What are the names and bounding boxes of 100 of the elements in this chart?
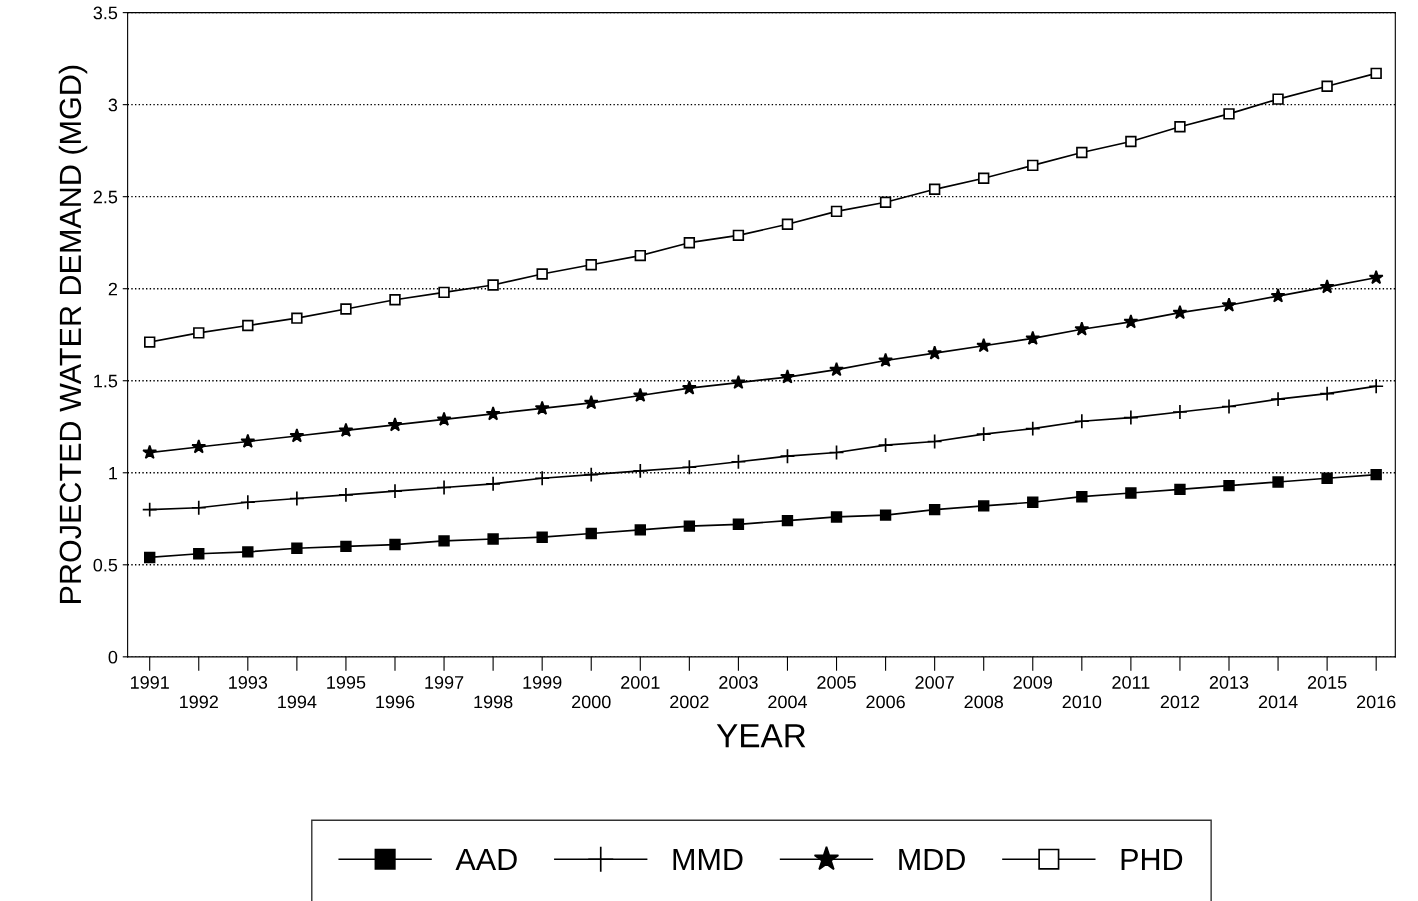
point — [730, 374, 746, 390]
point — [1272, 93, 1284, 105]
x-tick-label: 2015 — [1307, 676, 1347, 689]
point — [1270, 288, 1286, 303]
point — [144, 336, 156, 348]
point — [1172, 304, 1188, 320]
x-tick-label: 2007 — [915, 676, 954, 689]
point — [1125, 487, 1137, 499]
x-tick-label: 1994 — [278, 695, 317, 709]
point — [779, 448, 796, 464]
y-axis-title: PROJECTED WATER DEMAND (MGD) — [58, 65, 88, 603]
point — [732, 229, 745, 242]
point — [1174, 121, 1186, 133]
point — [1076, 146, 1088, 159]
point — [534, 400, 550, 415]
point — [1368, 269, 1384, 285]
point — [878, 352, 894, 367]
point — [485, 406, 501, 421]
point — [193, 548, 205, 560]
x-tick-label: 2004 — [768, 695, 808, 709]
point — [781, 218, 794, 230]
x-tick-label: 2009 — [1013, 676, 1052, 689]
x-tick-label: 2013 — [1209, 676, 1249, 689]
point — [830, 205, 843, 218]
y-tick-label: 1 — [109, 466, 118, 480]
point — [976, 337, 992, 353]
point — [1370, 67, 1382, 80]
point — [732, 518, 745, 531]
x-tick-label: 2005 — [817, 676, 856, 689]
point — [928, 183, 941, 196]
point — [387, 417, 403, 432]
point — [338, 422, 354, 437]
point — [1319, 385, 1335, 402]
point — [683, 236, 696, 249]
point — [877, 437, 894, 453]
x-tick-label: 2008 — [964, 695, 1003, 709]
point — [1123, 314, 1139, 329]
point — [634, 524, 646, 536]
point — [1172, 404, 1188, 420]
point — [485, 476, 501, 492]
point — [536, 268, 548, 280]
point — [240, 433, 256, 448]
point — [1270, 391, 1286, 407]
y-tick-label: 3.5 — [93, 6, 118, 20]
point — [730, 453, 747, 470]
y-tick-label: 2 — [108, 282, 117, 296]
point — [632, 387, 648, 402]
point — [1125, 135, 1137, 148]
x-tick-label: 1997 — [425, 676, 464, 689]
point — [389, 294, 401, 306]
x-tick-label: 2006 — [866, 695, 905, 709]
point — [1272, 476, 1284, 488]
point — [291, 312, 303, 324]
point — [632, 463, 649, 479]
legend-label: MDD — [899, 848, 965, 870]
point — [879, 196, 892, 208]
x-tick-label: 1993 — [229, 676, 268, 689]
point — [927, 345, 943, 360]
point — [1025, 330, 1041, 345]
x-tick-label: 2014 — [1258, 695, 1298, 709]
point — [828, 444, 845, 461]
point — [1368, 378, 1384, 395]
point — [829, 361, 844, 377]
point — [389, 538, 401, 551]
point — [683, 520, 696, 532]
point — [1076, 490, 1088, 503]
point — [289, 428, 305, 443]
point — [1321, 80, 1333, 92]
y-tick-label: 2.5 — [93, 190, 118, 204]
point — [144, 551, 156, 564]
x-tick-label: 2002 — [670, 695, 709, 709]
x-tick-label: 1995 — [327, 676, 366, 689]
x-tick-label: 2016 — [1357, 695, 1396, 709]
point — [1221, 297, 1237, 312]
point — [1370, 468, 1382, 481]
x-tick-label: 2010 — [1062, 695, 1102, 709]
y-tick-label: 0.5 — [93, 558, 118, 572]
point — [291, 542, 303, 554]
point — [583, 466, 600, 483]
x-tick-label: 1996 — [376, 695, 415, 709]
point — [487, 533, 499, 545]
point — [1321, 472, 1333, 484]
point — [438, 535, 450, 547]
x-tick-label: 1991 — [130, 676, 169, 689]
point — [634, 249, 646, 262]
point — [1221, 398, 1237, 415]
legend-label: PHD — [1121, 848, 1183, 870]
x-axis-title: YEAR — [716, 724, 806, 748]
y-tick-label: 1.5 — [94, 374, 118, 388]
point — [1174, 483, 1186, 496]
point — [240, 494, 256, 510]
point — [781, 514, 794, 527]
point — [928, 503, 941, 516]
point — [1027, 159, 1039, 172]
point — [536, 531, 548, 543]
point — [436, 411, 452, 426]
point — [585, 259, 597, 271]
point — [387, 483, 403, 499]
point — [585, 527, 597, 540]
point — [141, 501, 158, 518]
